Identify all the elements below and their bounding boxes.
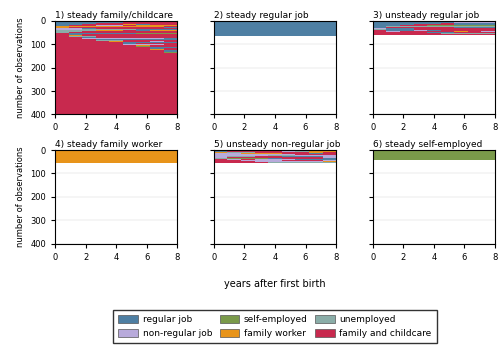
Text: 5) unsteady non-regular job: 5) unsteady non-regular job xyxy=(214,140,340,149)
Text: 3) unsteady regular job: 3) unsteady regular job xyxy=(373,11,479,20)
Y-axis label: number of observations: number of observations xyxy=(16,17,24,118)
Text: 4) steady family worker: 4) steady family worker xyxy=(55,140,162,149)
Y-axis label: number of observations: number of observations xyxy=(16,147,24,247)
Text: 2) steady regular job: 2) steady regular job xyxy=(214,11,308,20)
Text: years after first birth: years after first birth xyxy=(224,279,326,289)
Text: 1) steady family/childcare: 1) steady family/childcare xyxy=(55,11,173,20)
Legend: regular job, non-regular job, self-employed, family worker, unemployed, family a: regular job, non-regular job, self-emplo… xyxy=(113,310,437,343)
Text: 6) steady self-employed: 6) steady self-employed xyxy=(373,140,482,149)
